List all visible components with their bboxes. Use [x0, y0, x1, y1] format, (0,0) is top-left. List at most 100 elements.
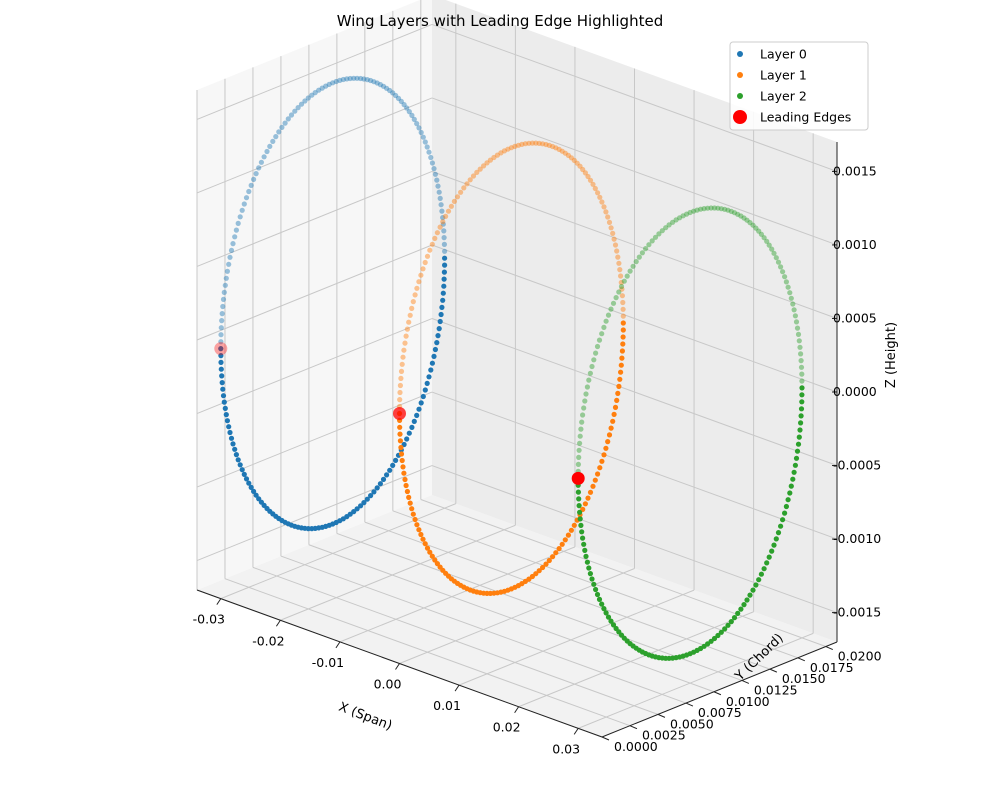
data-point — [422, 541, 428, 547]
data-point — [256, 165, 262, 171]
data-point — [434, 340, 440, 346]
data-point — [316, 87, 322, 93]
grid-line — [196, 318, 433, 414]
data-point — [451, 198, 457, 204]
data-point — [788, 483, 794, 489]
data-point — [775, 259, 782, 265]
data-point — [616, 383, 622, 389]
leading-edge-point — [571, 471, 585, 485]
data-point — [769, 246, 775, 252]
z-tick-label: -0.0015 — [833, 605, 881, 620]
data-point — [785, 284, 791, 290]
data-point — [773, 255, 779, 261]
data-point — [454, 194, 461, 200]
data-point — [374, 80, 380, 86]
data-point — [505, 146, 511, 152]
x-tick-label: 0.03 — [552, 741, 580, 756]
data-point — [715, 205, 721, 211]
data-point — [323, 83, 329, 89]
grid-line — [431, 171, 838, 319]
legend-marker — [737, 93, 743, 99]
data-point — [540, 141, 546, 147]
data-point — [481, 163, 487, 169]
data-point — [219, 373, 225, 379]
grid-line — [196, 97, 433, 194]
data-point — [764, 238, 770, 244]
data-point — [218, 339, 224, 345]
data-point — [790, 301, 796, 307]
data-point — [711, 635, 718, 642]
data-point — [580, 535, 586, 541]
data-point — [418, 400, 424, 406]
data-point — [412, 516, 418, 523]
data-point — [441, 228, 447, 234]
data-point — [248, 182, 254, 188]
data-point — [797, 344, 803, 350]
data-point — [738, 213, 744, 219]
data-point — [398, 98, 404, 104]
data-point — [599, 601, 605, 607]
data-point — [420, 536, 426, 542]
data-point — [223, 275, 229, 281]
data-point — [624, 273, 630, 279]
data-point — [787, 290, 793, 296]
data-point — [691, 208, 697, 214]
data-point — [611, 411, 617, 417]
data-point — [582, 398, 588, 404]
data-point — [220, 303, 226, 310]
data-point — [409, 112, 415, 118]
data-point — [398, 368, 405, 374]
data-point — [725, 207, 731, 213]
data-point — [429, 553, 435, 559]
data-point — [798, 358, 804, 364]
data-point — [747, 592, 753, 598]
data-point — [616, 260, 622, 266]
data-point — [601, 452, 607, 458]
x-tick-label: -0.02 — [252, 633, 284, 648]
data-point — [615, 390, 621, 396]
data-point — [426, 149, 432, 155]
y-tick-label: 0.0125 — [754, 682, 798, 697]
data-point — [579, 529, 585, 535]
data-point — [512, 143, 518, 149]
grid-line — [196, 244, 433, 341]
data-point — [711, 205, 718, 211]
data-point — [798, 413, 804, 419]
data-point — [741, 215, 747, 221]
y-tick-mark — [769, 668, 778, 673]
data-point — [761, 566, 767, 572]
data-point — [237, 214, 243, 220]
data-point — [384, 85, 390, 91]
data-point — [387, 87, 393, 94]
data-point — [344, 76, 350, 82]
data-point — [799, 392, 805, 398]
data-point — [440, 215, 446, 221]
data-point — [461, 185, 467, 191]
data-point — [435, 183, 441, 189]
data-point — [656, 231, 662, 237]
data-point — [218, 332, 224, 338]
data-point — [220, 393, 227, 399]
data-point — [526, 140, 532, 146]
data-point — [233, 227, 239, 233]
data-point — [587, 177, 594, 183]
data-point — [580, 412, 586, 418]
data-point — [261, 154, 267, 160]
data-point — [326, 81, 332, 87]
data-point — [494, 152, 500, 158]
data-point — [618, 283, 625, 290]
data-point — [239, 207, 245, 213]
data-point — [575, 489, 582, 495]
data-point — [605, 439, 611, 445]
data-point — [406, 319, 412, 325]
z-tick-label: 0.0000 — [833, 384, 877, 399]
data-point — [354, 75, 360, 81]
legend-label: Layer 1 — [760, 68, 807, 83]
data-point — [756, 228, 762, 234]
data-point — [618, 279, 624, 286]
data-point — [441, 235, 447, 241]
data-point — [404, 326, 410, 332]
data-point — [568, 155, 575, 161]
data-point — [617, 376, 623, 382]
data-point — [606, 432, 613, 438]
